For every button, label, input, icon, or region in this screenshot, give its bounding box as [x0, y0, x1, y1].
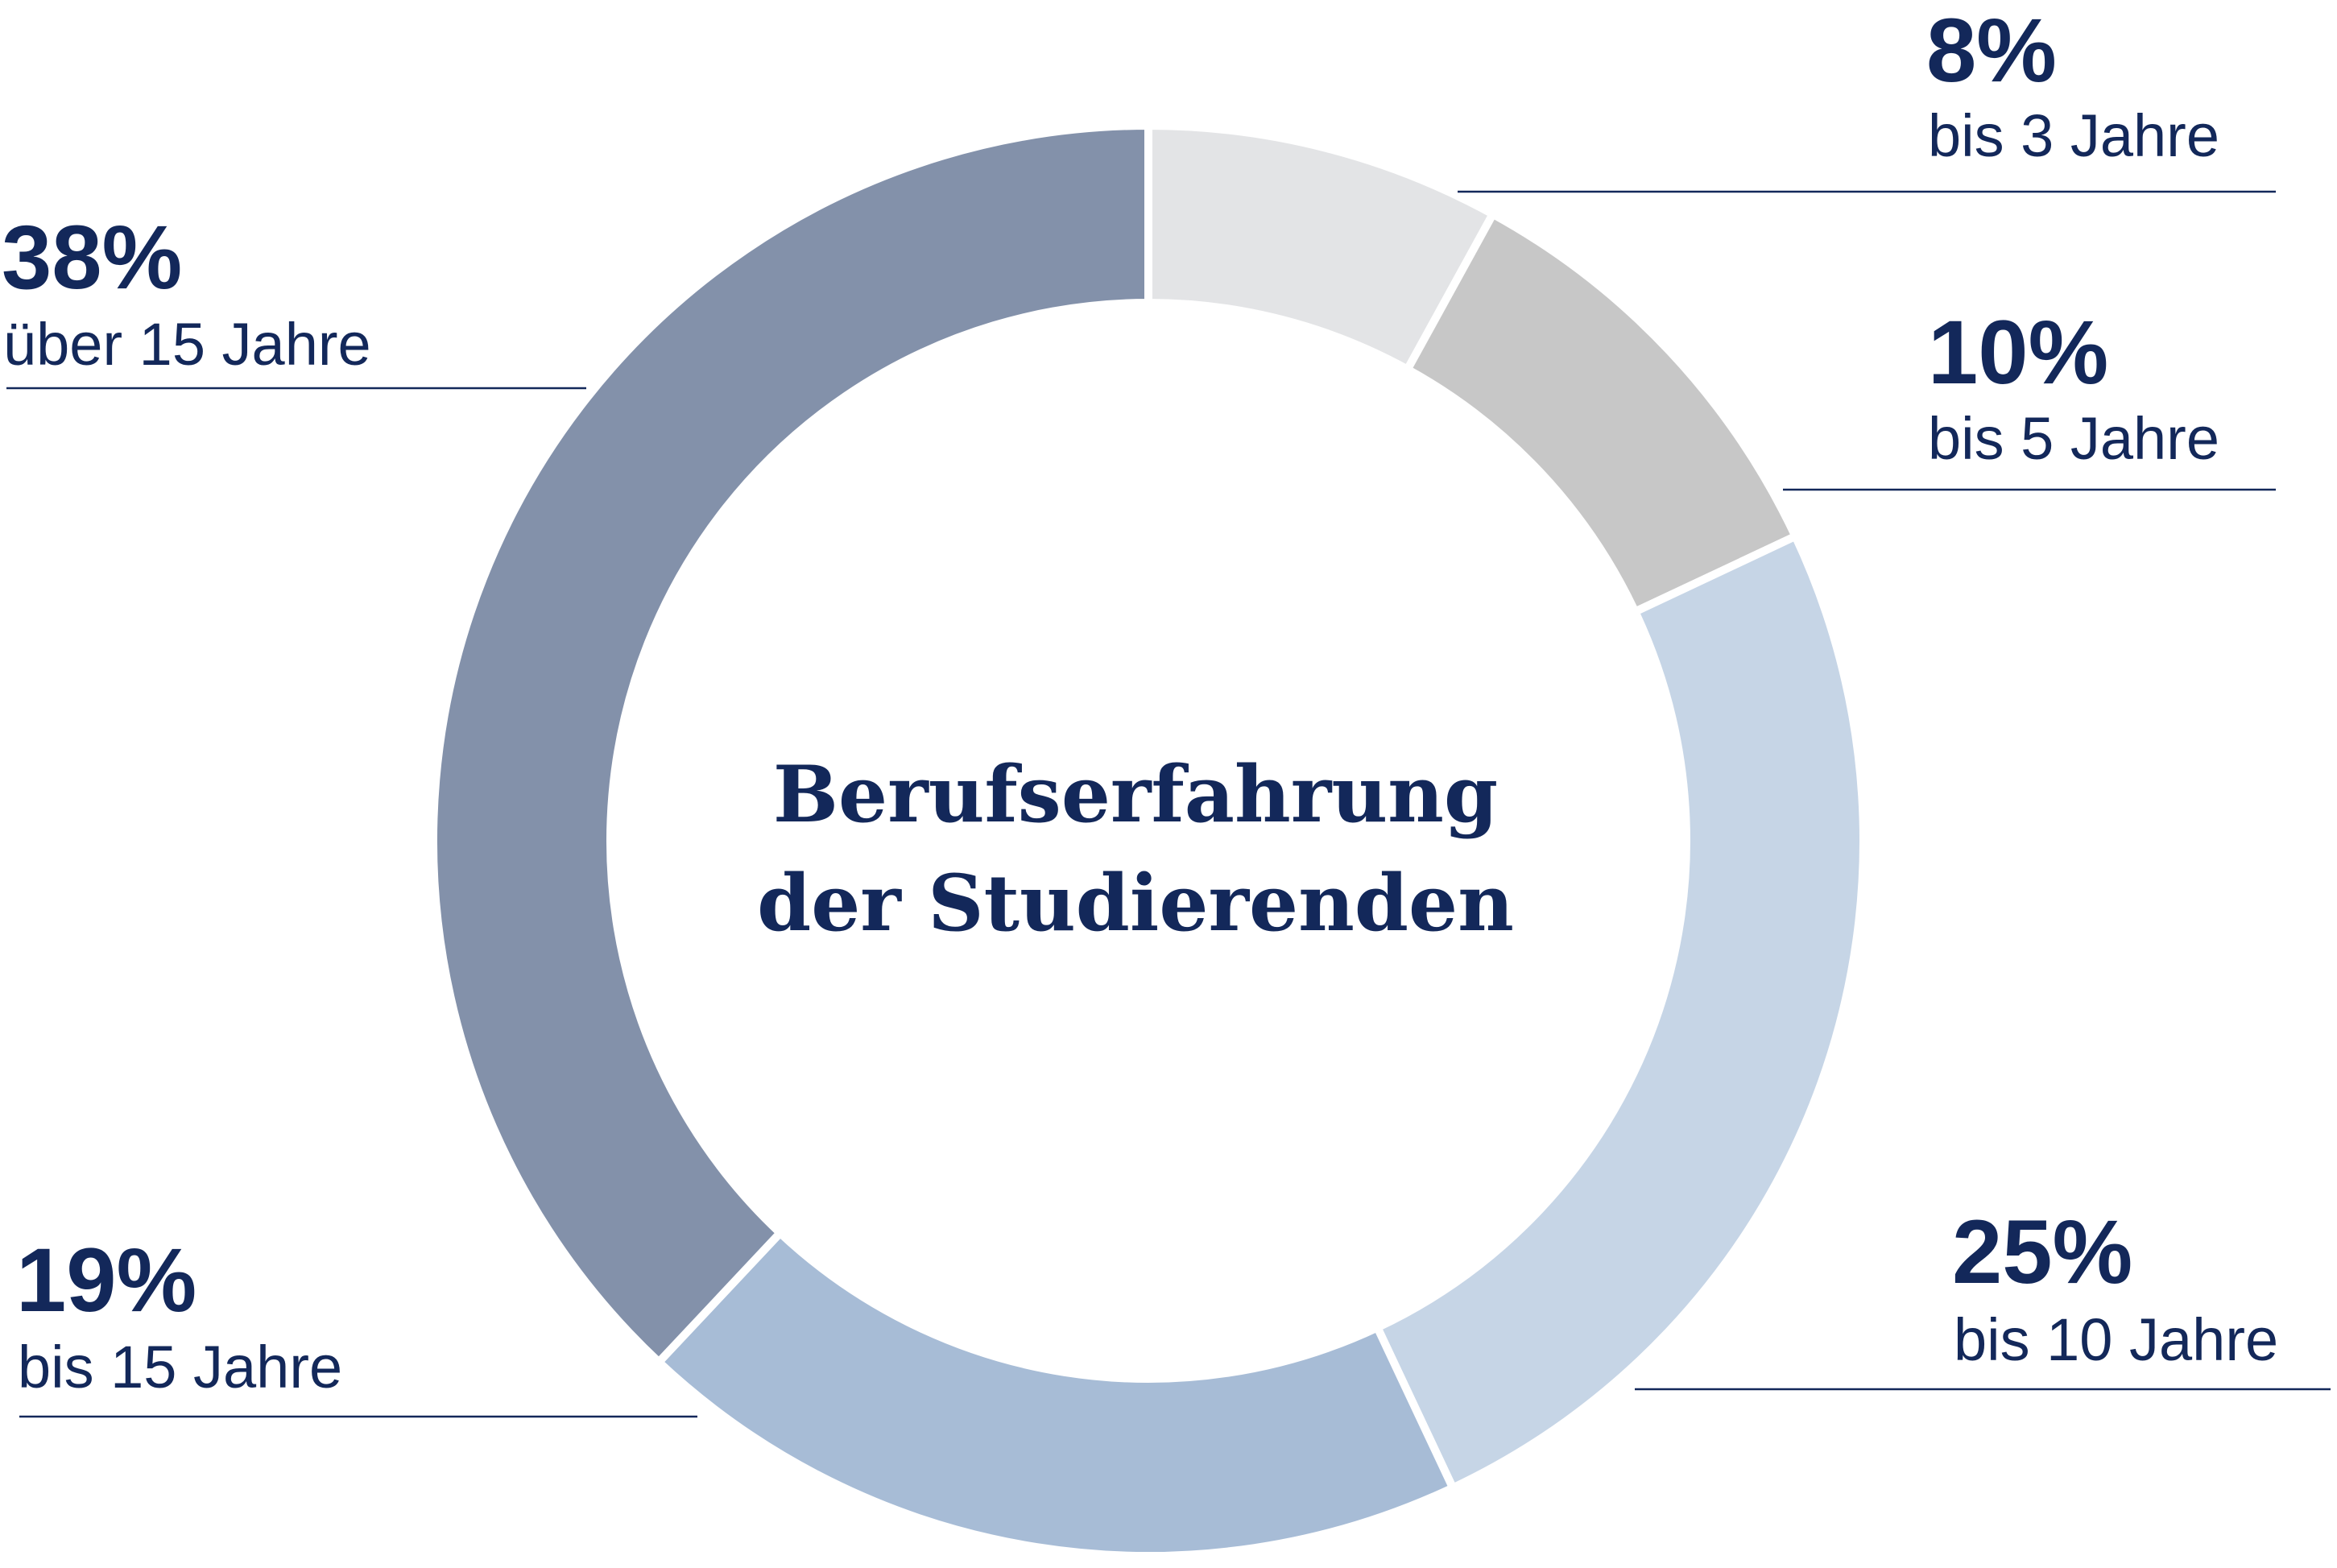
slice-label-bis-5-jahre: 10% bis 5 Jahre — [1783, 302, 2276, 491]
donut-slice-4 — [429, 121, 1152, 1368]
donut-slice-1 — [1402, 209, 1801, 618]
category-label: bis 5 Jahre — [1928, 405, 2219, 472]
center-title: Berufserfahrung der Studierenden — [757, 749, 1514, 949]
value-label: 38% — [2, 207, 182, 308]
value-label: 19% — [16, 1230, 196, 1330]
category-label: bis 15 Jahre — [18, 1334, 342, 1400]
value-label: 10% — [1928, 302, 2108, 403]
category-label: bis 10 Jahre — [1954, 1306, 2278, 1373]
donut-slice-3 — [653, 1227, 1458, 1560]
category-label: über 15 Jahre — [3, 311, 371, 378]
slice-label-bis-10-jahre: 25% bis 10 Jahre — [1635, 1202, 2331, 1391]
chart-title-line-1: Berufserfahrung — [773, 749, 1498, 840]
chart-title-line-2: der Studierenden — [757, 858, 1514, 949]
slice-label-bis-3-jahre: 8% bis 3 Jahre — [1458, 0, 2276, 193]
donut-slice-2 — [1371, 531, 1868, 1494]
value-label: 8% — [1926, 0, 2057, 101]
value-label: 25% — [1952, 1202, 2132, 1302]
donut-slices — [429, 121, 1868, 1560]
slice-label-ueber-15-jahre: 38% über 15 Jahre — [2, 207, 586, 390]
slice-label-bis-15-jahre: 19% bis 15 Jahre — [16, 1230, 697, 1418]
category-label: bis 3 Jahre — [1928, 102, 2219, 169]
